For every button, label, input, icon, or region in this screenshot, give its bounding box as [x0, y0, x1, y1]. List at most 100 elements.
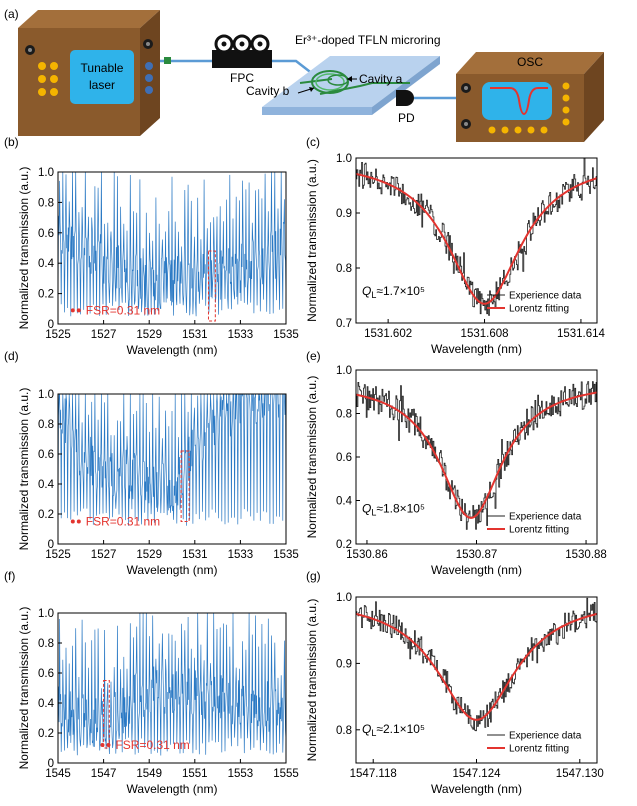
x-tick-label: 1549 [136, 768, 162, 780]
plot-area-g [356, 597, 597, 732]
y-tick-label: 1.0 [38, 167, 54, 179]
y-tick-label: 0.8 [336, 263, 352, 275]
chart-e: Experience data Lorentz fitting 1530.86 153… [305, 365, 607, 577]
setup-diagram: (a) Tunable laser [4, 7, 604, 142]
x-axis-label: Wavelength (nm) [431, 782, 522, 796]
x-axis-label: Wavelength (nm) [127, 563, 218, 577]
panel-label-e: (e) [306, 349, 321, 363]
osc-label: OSC [517, 55, 543, 69]
y-axis-label: Normalized transmission (a.u.) [17, 607, 31, 770]
fsr-marker-dot [70, 519, 75, 524]
experience-data-line [356, 597, 597, 732]
y-tick-label: 1.0 [336, 153, 352, 165]
plot-area-e [356, 381, 597, 530]
fsr-annotation: FSR=0.31 nm [115, 738, 189, 752]
y-tick-label: 1.0 [38, 389, 54, 401]
laser-display [70, 50, 134, 104]
x-tick-label: 1531 [182, 549, 208, 561]
y-tick-label: 0 [48, 758, 54, 770]
x-tick-label: 1547 [91, 768, 117, 780]
x-tick-label: 1530.88 [565, 549, 607, 561]
plot-area-d [58, 394, 286, 526]
chart-b: FSR=0.31 nm 1525 1527 1529 1531 1533 1535 0 0.2 0… [17, 167, 299, 357]
plot-area-b [58, 172, 286, 317]
x-tick-label: 1531.614 [557, 328, 606, 340]
panel-label-f: (f) [4, 569, 15, 583]
y-tick-label: 0.2 [336, 539, 352, 551]
panel-label-a: (a) [4, 7, 19, 21]
transmission-line [58, 394, 286, 526]
x-tick-label: 1551 [182, 768, 208, 780]
highlight-box [103, 680, 110, 749]
legend-label-lorentz: Lorentz fitting [509, 525, 569, 536]
y-tick-label: 0.8 [336, 725, 352, 737]
legend-label-experience: Experience data [509, 291, 582, 302]
plot-area-c [356, 158, 597, 316]
y-tick-label: 0.2 [38, 728, 54, 740]
y-axis-label: Normalized transmission (a.u.) [305, 159, 319, 322]
x-tick-label: 1529 [136, 329, 162, 341]
q-annotation-c: QL≈1.7×10⁵ [362, 284, 425, 300]
legend-label-lorentz: Lorentz fitting [509, 304, 569, 315]
lorentz-fit-line [356, 391, 597, 519]
y-tick-label: 1.0 [336, 365, 352, 377]
chart-g: Experience data Lorentz fitting 1547.118 15… [305, 592, 604, 796]
y-axis-label: Normalized transmission (a.u.) [305, 376, 319, 539]
plot-area-f [58, 613, 286, 756]
chart-f: FSR=0.31 nm 1545 1547 1549 1551 1553 1555 0 0.2 0… [17, 607, 299, 796]
x-tick-label: 1531.608 [461, 328, 509, 340]
fsr-marker-dot [100, 743, 105, 747]
x-tick-label: 1545 [45, 768, 71, 780]
panel-label-c: (c) [306, 135, 320, 149]
fsr-marker-dot [76, 308, 81, 313]
x-tick-label: 1535 [273, 549, 299, 561]
legend-label-experience: Experience data [509, 512, 582, 523]
y-tick-label: 0 [48, 539, 54, 551]
chart-d: FSR=0.31 nm 1525 1527 1529 1531 1533 1535 0 0.2 0… [17, 388, 299, 577]
laser-knobs [38, 62, 58, 96]
y-axis-label: Normalized transmission (a.u.) [305, 599, 319, 762]
x-tick-label: 1533 [228, 329, 254, 341]
legend-e: Experience data Lorentz fitting [487, 512, 582, 536]
x-tick-label: 1547.124 [453, 768, 502, 780]
experience-data-line [356, 381, 597, 530]
osc-dip-trace [490, 87, 548, 116]
fpc-paddles [214, 34, 270, 54]
y-tick-label: 0.6 [336, 452, 352, 464]
x-tick-label: 1527 [91, 549, 117, 561]
fsr-annotation: FSR=0.31 nm [86, 515, 160, 529]
y-tick-label: 0.4 [336, 496, 353, 508]
y-axis-label: Normalized transmission (a.u.) [17, 388, 31, 551]
highlight-box [207, 250, 216, 322]
panel-label-g: (g) [306, 569, 321, 583]
y-tick-label: 1.0 [336, 592, 352, 604]
osc-box-top [456, 52, 604, 74]
x-axis-label: Wavelength (nm) [127, 782, 218, 796]
axes-frame [355, 157, 598, 324]
fpc-label: FPC [230, 71, 254, 85]
x-axis-label: Wavelength (nm) [431, 563, 522, 577]
y-tick-label: 0.8 [38, 419, 54, 431]
chip-front [262, 107, 372, 115]
q-annotation-g: QL≈2.1×10⁵ [362, 722, 425, 738]
x-tick-label: 1535 [273, 329, 299, 341]
osc-knobs [488, 82, 570, 134]
cavity-b-label: Cavity b [246, 84, 290, 98]
tunable-laser-box: Tunable laser [18, 10, 160, 136]
axes-frame [57, 612, 287, 764]
fsr-marker-dot [106, 743, 111, 747]
y-axis-label: Normalized transmission (a.u.) [17, 167, 31, 330]
x-tick-label: 1533 [228, 549, 254, 561]
y-tick-label: 0.4 [38, 698, 55, 710]
y-tick-label: 0.4 [38, 479, 55, 491]
cavity-a-label: Cavity a [359, 72, 403, 86]
legend-c: Experience data Lorentz fitting [487, 291, 582, 315]
y-tick-label: 0.7 [336, 318, 352, 330]
legend-label-lorentz: Lorentz fitting [509, 744, 569, 755]
transmission-line [58, 613, 286, 756]
microring-a [327, 74, 349, 86]
fpc-device: FPC [212, 34, 272, 85]
y-tick-label: 0.8 [336, 409, 352, 421]
q-annotation-e: QL≈1.8×10⁵ [362, 502, 425, 518]
x-tick-label: 1547.118 [350, 768, 397, 780]
